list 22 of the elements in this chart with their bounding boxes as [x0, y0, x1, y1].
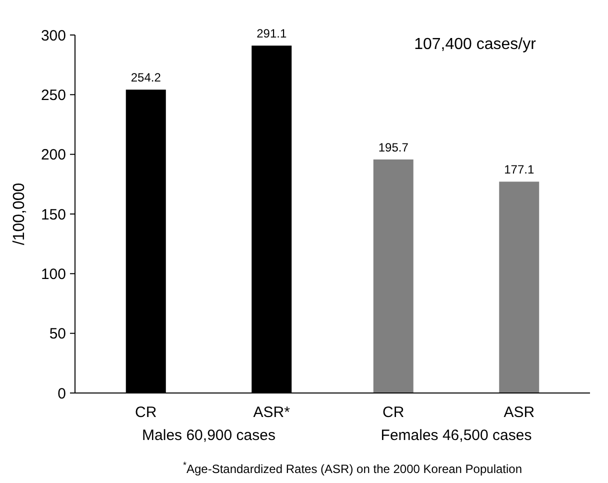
text: $^{*}$Age-Standardized Rates (ASR) on the 2000 Korean Population — [182, 460, 522, 476]
y-tick-label: 200 — [40, 146, 66, 164]
y-tick-label: 250 — [40, 86, 66, 104]
y-tick-label: 50 — [49, 326, 66, 343]
data-label: 291.1 — [256, 26, 287, 41]
text: Females 46,500 cases — [380, 427, 532, 444]
x-tick-label: ASR* — [253, 404, 290, 421]
y-tick-label: 100 — [40, 266, 66, 283]
annotation: 107,400 cases/yr — [414, 36, 537, 53]
x-tick-label: ASR — [504, 404, 535, 421]
data-label: 195.7 — [378, 140, 409, 154]
bar — [499, 182, 540, 393]
text: Males 60,900 cases — [142, 427, 276, 444]
data-label: 177.1 — [504, 162, 534, 177]
y-tick-label: 300 — [40, 27, 66, 44]
data-label: 254.2 — [130, 70, 162, 85]
y-axis-title: /100,000 — [11, 182, 28, 246]
bar — [373, 159, 414, 393]
y-tick-label: 150 — [40, 206, 66, 224]
x-tick-label: CR — [135, 404, 157, 421]
y-tick-label: 0 — [58, 385, 66, 402]
x-tick-label: CR — [382, 404, 404, 421]
